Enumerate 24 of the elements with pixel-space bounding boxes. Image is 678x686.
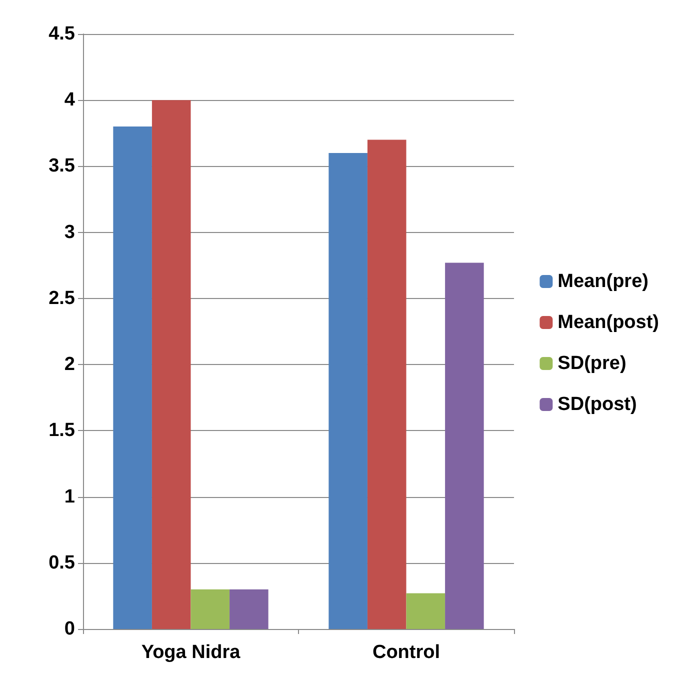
y-tick-label: 1.5 (48, 420, 76, 442)
bar (113, 126, 152, 629)
y-tick-label: 2.5 (48, 288, 76, 309)
x-tick-label: Yoga Nidra (141, 642, 241, 663)
bar (152, 100, 191, 629)
bar (230, 589, 268, 629)
legend-label: SD(pre) (558, 353, 626, 374)
bar (328, 153, 368, 629)
y-tick-label: 2 (64, 354, 75, 376)
legend-label: SD(post) (558, 394, 637, 415)
y-tick-label: 0.5 (48, 552, 76, 574)
y-tick-label: 3.5 (48, 156, 76, 177)
y-tick-label: 4.5 (48, 24, 76, 44)
legend-label: Mean(post) (558, 312, 659, 333)
bar (367, 140, 406, 629)
y-tick-label: 4 (64, 90, 76, 111)
bar (445, 262, 484, 629)
bar (406, 593, 446, 629)
x-tick-label: Control (372, 642, 440, 663)
y-tick-label: 0 (64, 618, 75, 640)
y-tick-label: 3 (64, 222, 75, 243)
bar (190, 589, 230, 629)
legend-label: Mean(pre) (558, 271, 648, 292)
y-tick-label: 1 (64, 486, 76, 508)
